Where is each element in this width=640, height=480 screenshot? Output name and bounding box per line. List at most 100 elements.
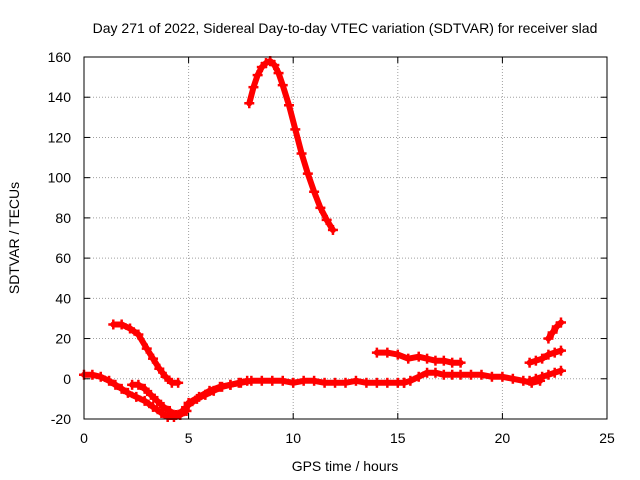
data-point bbox=[530, 373, 541, 384]
data-point bbox=[116, 383, 127, 394]
data-point bbox=[133, 329, 144, 340]
data-point bbox=[382, 377, 393, 388]
data-point bbox=[327, 224, 338, 235]
series-arc-flat-mid bbox=[185, 377, 408, 406]
data-point bbox=[543, 349, 554, 360]
data-point bbox=[547, 327, 558, 338]
data-point bbox=[340, 377, 351, 388]
y-tick-label: -20 bbox=[51, 411, 71, 427]
data-point bbox=[413, 371, 424, 382]
data-point bbox=[248, 82, 259, 93]
chart-title: Day 271 of 2022, Sidereal Day-to-day VTE… bbox=[93, 20, 598, 36]
data-point bbox=[148, 401, 159, 412]
data-point bbox=[122, 387, 133, 398]
data-point bbox=[183, 397, 194, 408]
x-tick-label: 5 bbox=[185, 430, 193, 446]
data-point bbox=[177, 405, 188, 416]
data-point bbox=[555, 317, 566, 328]
data-point bbox=[148, 353, 159, 364]
series-arc-early-high bbox=[110, 321, 182, 386]
x-tick-label: 20 bbox=[495, 430, 511, 446]
data-point bbox=[486, 371, 497, 382]
data-point bbox=[392, 349, 403, 360]
data-point bbox=[507, 373, 518, 384]
data-point bbox=[350, 375, 361, 386]
data-point bbox=[447, 357, 458, 368]
data-point bbox=[290, 124, 301, 135]
data-point bbox=[87, 369, 98, 380]
y-tick-label: 20 bbox=[55, 331, 71, 347]
plot-frame bbox=[83, 56, 608, 420]
data-point bbox=[330, 377, 341, 388]
data-point bbox=[269, 60, 280, 71]
data-point bbox=[405, 375, 416, 386]
data-point bbox=[530, 355, 541, 366]
data-point bbox=[422, 353, 433, 364]
data-point bbox=[164, 405, 175, 416]
data-point bbox=[319, 377, 330, 388]
data-point bbox=[361, 377, 372, 388]
data-point bbox=[139, 395, 150, 406]
data-point bbox=[288, 377, 299, 388]
y-tick-label: 40 bbox=[55, 290, 71, 306]
data-point bbox=[371, 347, 382, 358]
data-point bbox=[225, 379, 236, 390]
data-point bbox=[537, 353, 548, 364]
x-tick-label: 0 bbox=[80, 430, 88, 446]
data-point bbox=[141, 343, 152, 354]
data-point bbox=[277, 80, 288, 91]
grid bbox=[84, 57, 607, 419]
data-point bbox=[309, 186, 320, 197]
y-tick-label: 100 bbox=[48, 170, 72, 186]
data-point bbox=[158, 401, 169, 412]
data-point bbox=[430, 355, 441, 366]
data-point bbox=[549, 367, 560, 378]
data-point bbox=[256, 375, 267, 386]
data-point bbox=[160, 371, 171, 382]
y-tick-label: 80 bbox=[55, 210, 71, 226]
data-point bbox=[543, 333, 554, 344]
data-point bbox=[171, 409, 182, 420]
data-point bbox=[95, 371, 106, 382]
data-point bbox=[156, 407, 167, 418]
data-point bbox=[133, 379, 144, 390]
data-point bbox=[413, 351, 424, 362]
data-point bbox=[244, 98, 255, 109]
y-tick-label: 120 bbox=[48, 129, 72, 145]
data-point bbox=[204, 385, 215, 396]
data-point bbox=[466, 369, 477, 380]
data-point bbox=[214, 381, 225, 392]
data-point bbox=[194, 391, 205, 402]
data-point bbox=[252, 70, 263, 81]
data-point bbox=[422, 367, 433, 378]
x-tick-label: 15 bbox=[390, 430, 406, 446]
data-point bbox=[309, 375, 320, 386]
data-point bbox=[139, 383, 150, 394]
data-point bbox=[302, 168, 313, 179]
series-arc-end-3 bbox=[545, 319, 564, 342]
data-point bbox=[235, 377, 246, 388]
data-point bbox=[246, 375, 257, 386]
y-tick-label: 140 bbox=[48, 89, 72, 105]
data-point bbox=[284, 100, 295, 111]
data-point bbox=[543, 369, 554, 380]
data-point bbox=[555, 345, 566, 356]
data-point bbox=[152, 395, 163, 406]
data-point bbox=[104, 375, 115, 386]
x-tick-label: 25 bbox=[599, 430, 615, 446]
data-point bbox=[145, 389, 156, 400]
y-tick-label: 160 bbox=[48, 49, 72, 65]
x-tick-label: 10 bbox=[285, 430, 301, 446]
data-point bbox=[321, 214, 332, 225]
y-tick-label: 60 bbox=[55, 250, 71, 266]
series-arc-late-flat bbox=[401, 369, 544, 386]
data-point bbox=[108, 319, 119, 330]
data-point bbox=[455, 369, 466, 380]
y-tick-label: 0 bbox=[63, 371, 71, 387]
data-point bbox=[455, 357, 466, 368]
data-point bbox=[110, 379, 121, 390]
data-point bbox=[296, 148, 307, 159]
data-point bbox=[430, 367, 441, 378]
data-point bbox=[549, 347, 560, 358]
